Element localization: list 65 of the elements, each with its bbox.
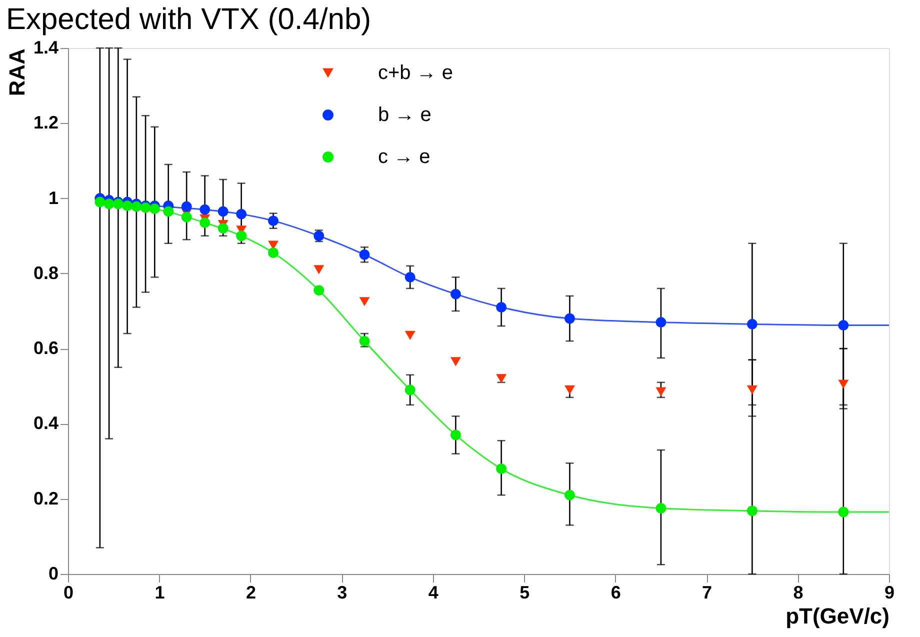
legend-label: c → e [378,146,430,168]
point [200,204,210,215]
chart-title: Expected with VTX (0.4/nb) [6,3,372,36]
point [564,313,575,324]
point [359,249,370,260]
point [450,357,461,366]
point [656,387,666,396]
y-tick-label: 1.4 [33,38,58,58]
point [268,248,278,258]
point [268,216,278,226]
point [404,330,416,340]
x-tick-label: 3 [337,582,348,602]
y-tick-label: 0 [48,564,58,584]
point [404,272,416,282]
legend-label: b → e [378,104,432,126]
point [218,206,228,217]
point [838,380,849,389]
y-tick-label: 0.2 [33,488,58,508]
point [656,317,666,328]
x-tick-label: 2 [246,582,256,602]
point [181,212,192,222]
point [314,285,324,296]
point [236,208,247,220]
point [104,198,114,210]
x-tick-label: 5 [520,582,530,602]
point [94,196,106,208]
x-tick-label: 1 [154,582,165,602]
point [314,265,324,274]
y-axis-title: RAA [4,48,30,96]
y-tick-label: 1 [48,188,58,208]
y-tick-label: 1.2 [33,112,58,133]
point [149,204,160,214]
point [746,318,758,330]
point [838,320,849,331]
point [496,464,507,474]
point [564,385,575,394]
point [163,206,174,217]
legend-label: c+b → e [378,62,454,84]
y-tick-label: 0.6 [33,338,58,358]
point [218,223,228,234]
point [181,201,192,212]
x-tick-label: 8 [793,582,804,602]
x-tick-label: 4 [428,582,438,602]
x-tick-label: 9 [884,582,895,602]
point [450,430,461,440]
x-tick-label: 0 [63,582,74,602]
point [746,506,758,516]
y-tick-label: 0.4 [33,413,58,434]
point [656,503,666,514]
point [404,384,416,396]
x-tick-label: 6 [610,582,621,602]
point [122,200,133,212]
point [200,217,210,228]
x-axis-title: pT(GeV/c) [786,604,890,628]
point [564,490,575,500]
point [450,288,461,300]
point [359,336,370,346]
point [131,201,142,212]
y-tick-label: 0.8 [33,262,58,283]
point [496,302,507,312]
point [838,506,849,518]
point [359,297,370,306]
point [236,230,247,242]
point [746,385,758,394]
x-tick-label: 7 [702,582,712,602]
